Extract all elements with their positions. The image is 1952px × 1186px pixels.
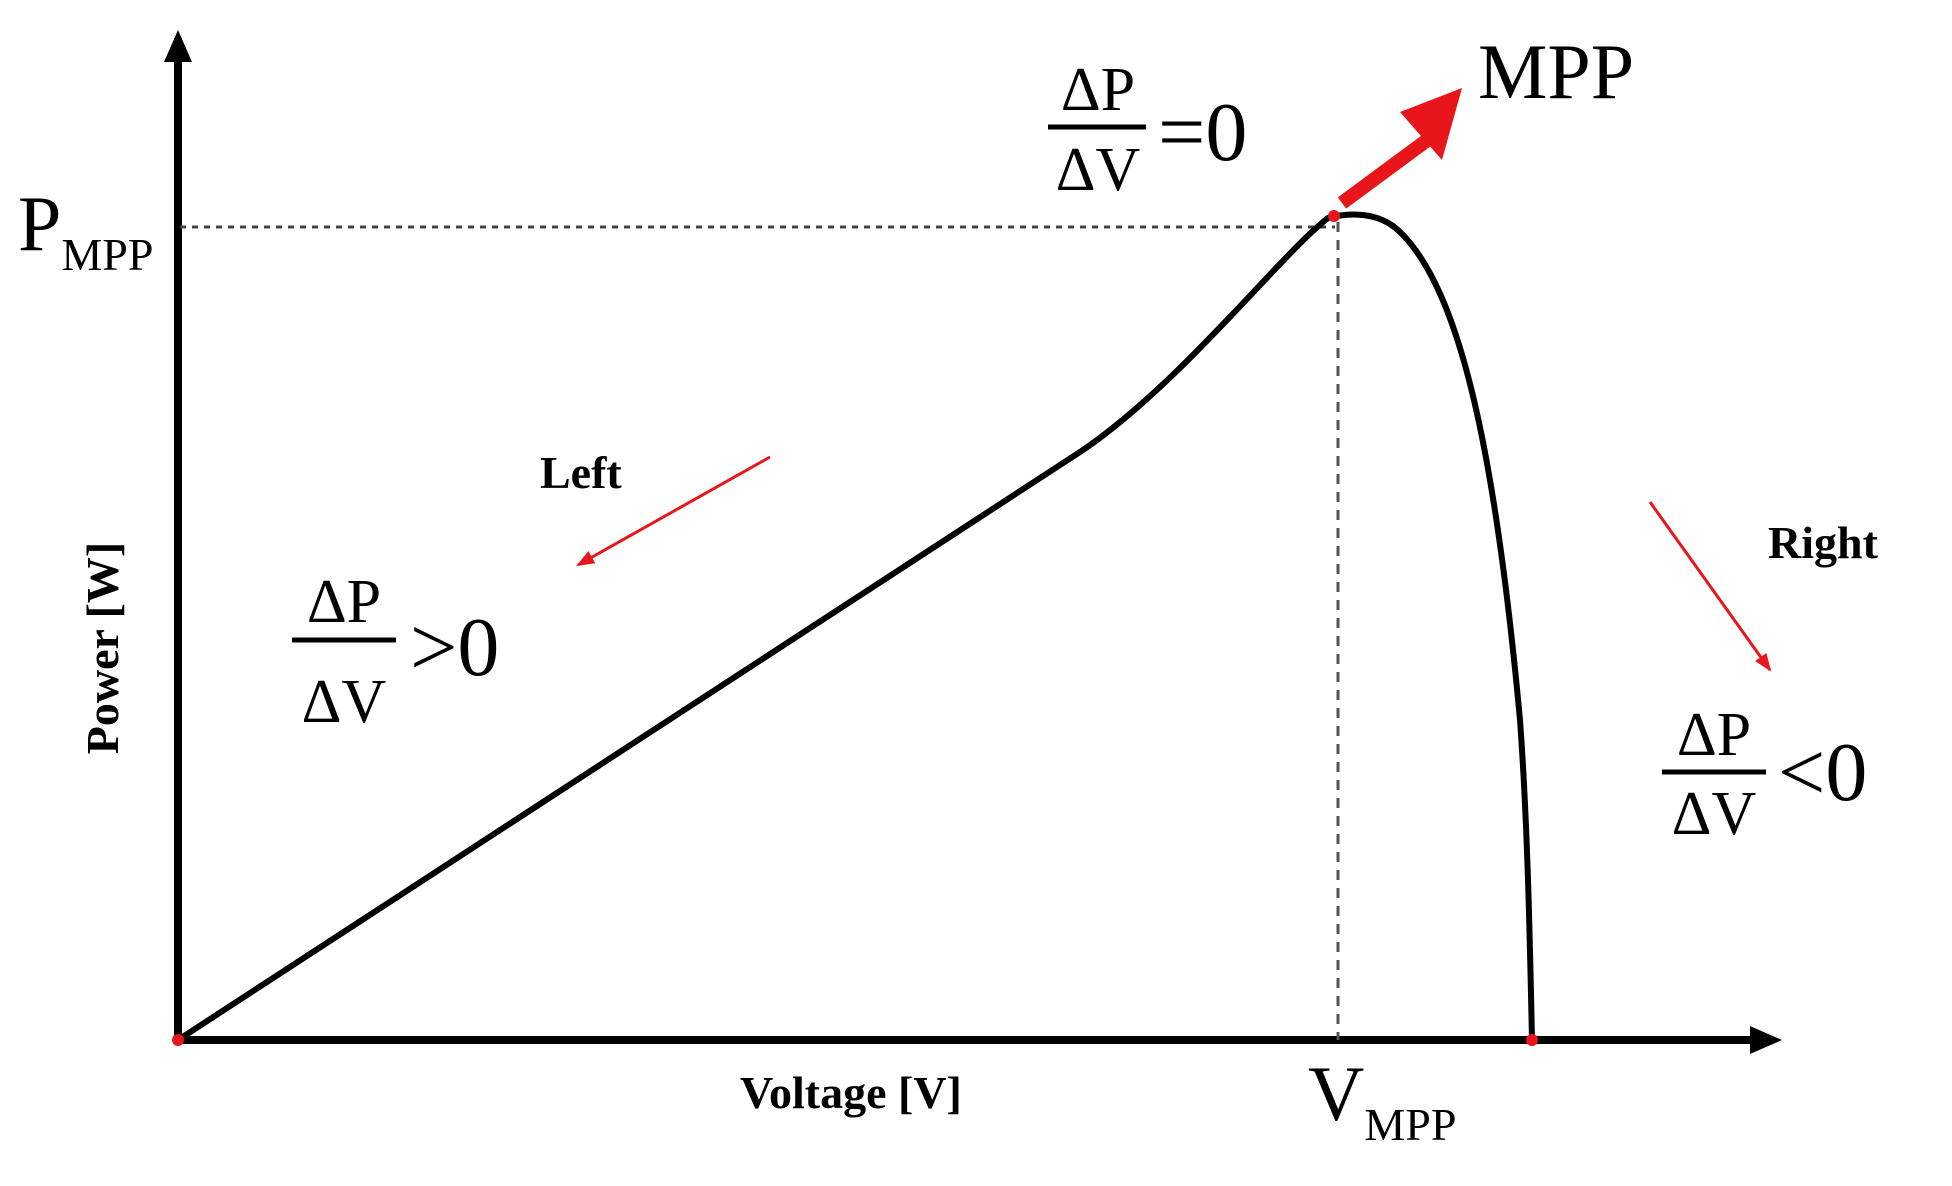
x-axis-label: Voltage [V] [740,1067,962,1118]
voc-point [1526,1034,1538,1046]
eq-mpp-relation: =0 [1158,86,1247,179]
left-arrow [576,455,771,567]
right-label: Right [1768,517,1879,568]
x-axis-arrowhead [1750,1026,1782,1054]
eq-mpp-denominator: ΔV [1056,136,1141,204]
equation-at-mpp: ΔP ΔV =0 [1048,56,1247,204]
eq-mpp-numerator: ΔP [1061,56,1135,124]
v-mpp-subscript: MPP [1364,1099,1456,1150]
p-mpp-label: PMPP [18,180,153,280]
mpp-arrow [1337,132,1435,209]
v-mpp-main: V [1308,1050,1364,1137]
eq-left-numerator: ΔP [307,568,381,636]
eq-left-relation: >0 [410,601,499,694]
equation-right: ΔP ΔV <0 [1662,701,1867,848]
eq-right-relation: <0 [1778,726,1867,819]
eq-left-denominator: ΔV [302,668,387,736]
right-arrow [1648,501,1772,672]
pv-curve [176,211,1535,1043]
p-mpp-main: P [18,180,61,267]
y-axis-arrowhead [164,30,192,62]
left-label: Left [540,447,622,498]
v-mpp-label: VMPP [1308,1050,1456,1150]
y-axis-label: Power [W] [77,542,128,754]
p-mpp-subscript: MPP [61,229,153,280]
mpp-arrow-head [1400,88,1462,160]
origin-point [172,1034,184,1046]
mpp-label: MPP [1478,28,1634,115]
mpp-point [1328,210,1340,222]
equation-left: ΔP ΔV >0 [292,568,499,736]
eq-right-denominator: ΔV [1672,780,1757,848]
eq-right-numerator: ΔP [1677,701,1751,769]
